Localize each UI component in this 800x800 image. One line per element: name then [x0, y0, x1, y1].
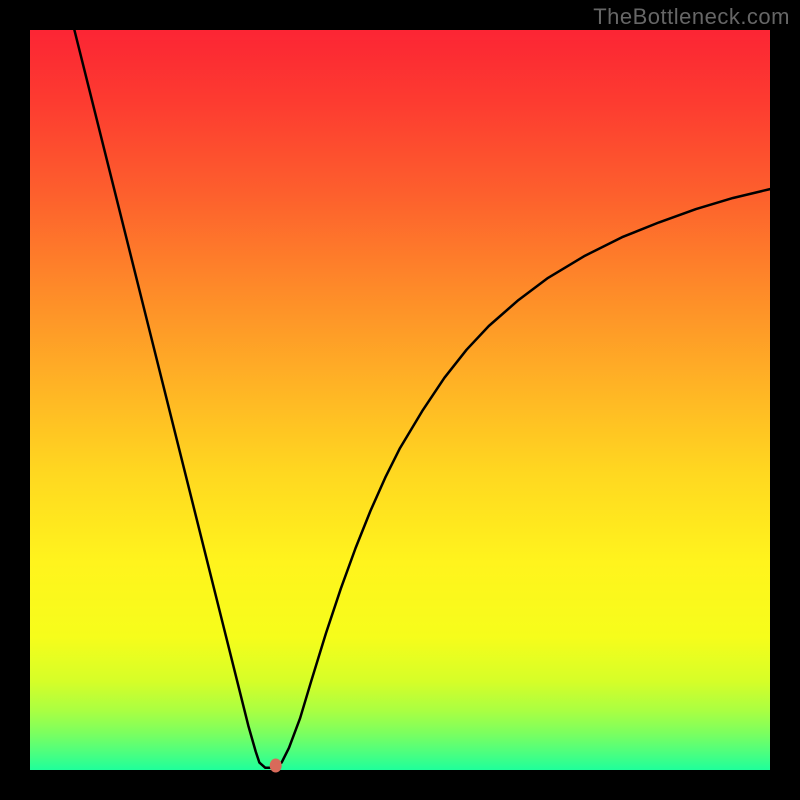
chart-container: { "watermark": { "text": "TheBottleneck.…	[0, 0, 800, 800]
chart-svg	[0, 0, 800, 800]
optimal-marker	[270, 759, 282, 773]
plot-background	[30, 30, 770, 770]
watermark-text: TheBottleneck.com	[593, 4, 790, 30]
